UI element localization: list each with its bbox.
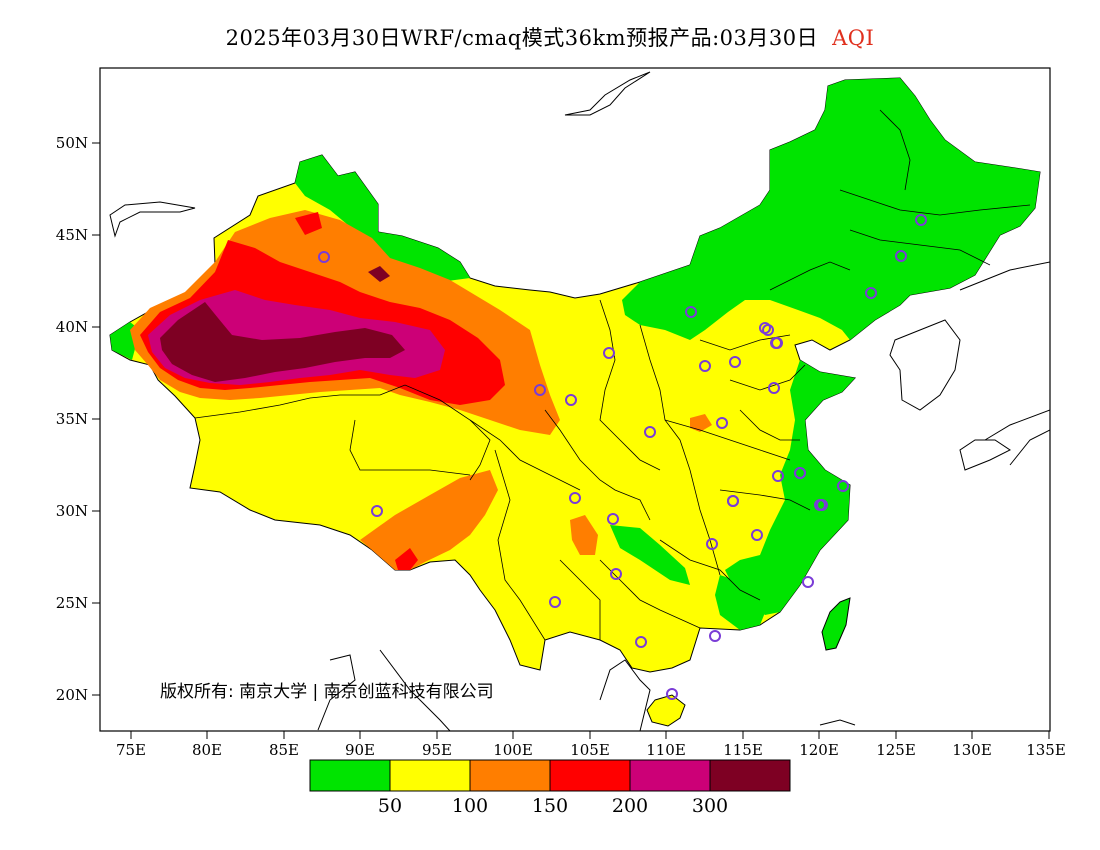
green-south <box>610 525 690 585</box>
red-northwest-patch <box>295 212 322 235</box>
lat-label: 40N <box>56 318 88 336</box>
legend-swatch-maroon <box>709 759 791 792</box>
legend-label: 150 <box>532 795 568 817</box>
orange-sichuan-patch <box>570 515 598 555</box>
legend-swatch-green <box>309 759 391 792</box>
title-main: 2025年03月30日WRF/cmaq模式36km预报产品:03月30日 <box>225 26 819 50</box>
lon-tick: 80E <box>192 731 222 759</box>
lon-label: 120E <box>799 741 839 759</box>
orange-tibet-south <box>360 470 498 570</box>
lon-tick: 100E <box>493 731 533 759</box>
lat-tick: 20N <box>56 686 100 704</box>
legend-swatch-red <box>549 759 631 792</box>
maroon-patch-north <box>368 266 390 282</box>
maroon-region <box>160 302 405 382</box>
lat-tick: 45N <box>56 226 100 244</box>
lat-label: 50N <box>56 134 88 152</box>
map-title: 2025年03月30日WRF/cmaq模式36km预报产品:03月30日 AQI <box>0 22 1100 52</box>
lon-tick: 105E <box>570 731 610 759</box>
copyright-text: 版权所有: 南京大学 | 南京创蓝科技有限公司 <box>160 682 494 702</box>
neighbor-outlines <box>109 71 1050 731</box>
green-east-coast <box>725 360 855 615</box>
lon-tick: 115E <box>723 731 763 759</box>
legend-swatch-yellow <box>389 759 471 792</box>
legend-label: 300 <box>692 795 728 817</box>
green-northeast <box>622 78 1040 340</box>
map-layers: 版权所有: 南京大学 | 南京创蓝科技有限公司 <box>109 71 1050 731</box>
lon-axis: 75E 80E 85E 90E 95E 100E 105E 110E 115E … <box>116 731 1066 759</box>
lon-tick: 135E <box>1026 731 1066 759</box>
lon-label: 95E <box>422 741 452 759</box>
legend-swatch-purple <box>629 759 711 792</box>
lat-tick: 35N <box>56 410 100 428</box>
red-tibet-patch <box>395 548 418 570</box>
lat-tick: 40N <box>56 318 100 336</box>
lon-label: 105E <box>570 741 610 759</box>
lat-label: 20N <box>56 686 88 704</box>
lat-label: 35N <box>56 410 88 428</box>
lon-tick: 110E <box>646 731 686 759</box>
aqi-legend: 50 100 150 200 300 <box>309 759 791 817</box>
plot-frame <box>99 67 1051 732</box>
lon-tick: 75E <box>116 731 146 759</box>
title-variable: AQI <box>832 26 875 50</box>
lon-label: 130E <box>952 741 992 759</box>
lon-label: 80E <box>192 741 222 759</box>
hainan-island <box>646 694 686 727</box>
lat-tick: 50N <box>56 134 100 152</box>
lon-label: 115E <box>723 741 763 759</box>
lon-label: 110E <box>646 741 686 759</box>
lat-label: 30N <box>56 502 88 520</box>
lat-axis: 50N 45N 40N 35N 30N 25N 20N <box>56 134 100 704</box>
legend-label: 100 <box>452 795 488 817</box>
green-southeast-patch <box>715 575 770 630</box>
lon-label: 100E <box>493 741 533 759</box>
lat-tick: 25N <box>56 594 100 612</box>
lon-label: 85E <box>269 741 299 759</box>
lon-label: 75E <box>116 741 146 759</box>
lat-label: 45N <box>56 226 88 244</box>
lat-label: 25N <box>56 594 88 612</box>
lon-tick: 120E <box>799 731 839 759</box>
taiwan-island <box>821 597 851 651</box>
lon-tick: 95E <box>422 731 452 759</box>
green-northwest <box>295 155 470 282</box>
lon-tick: 85E <box>269 731 299 759</box>
orange-central-patch <box>690 414 712 432</box>
lon-label: 125E <box>876 741 916 759</box>
lon-tick: 90E <box>345 731 375 759</box>
legend-label: 200 <box>612 795 648 817</box>
lon-tick: 125E <box>876 731 916 759</box>
lon-label: 135E <box>1026 741 1066 759</box>
lon-label: 90E <box>345 741 375 759</box>
lat-tick: 30N <box>56 502 100 520</box>
province-borders <box>194 109 1031 641</box>
legend-swatch-orange <box>469 759 551 792</box>
legend-label: 50 <box>378 795 402 817</box>
station-markers <box>318 214 927 700</box>
lon-tick: 130E <box>952 731 992 759</box>
